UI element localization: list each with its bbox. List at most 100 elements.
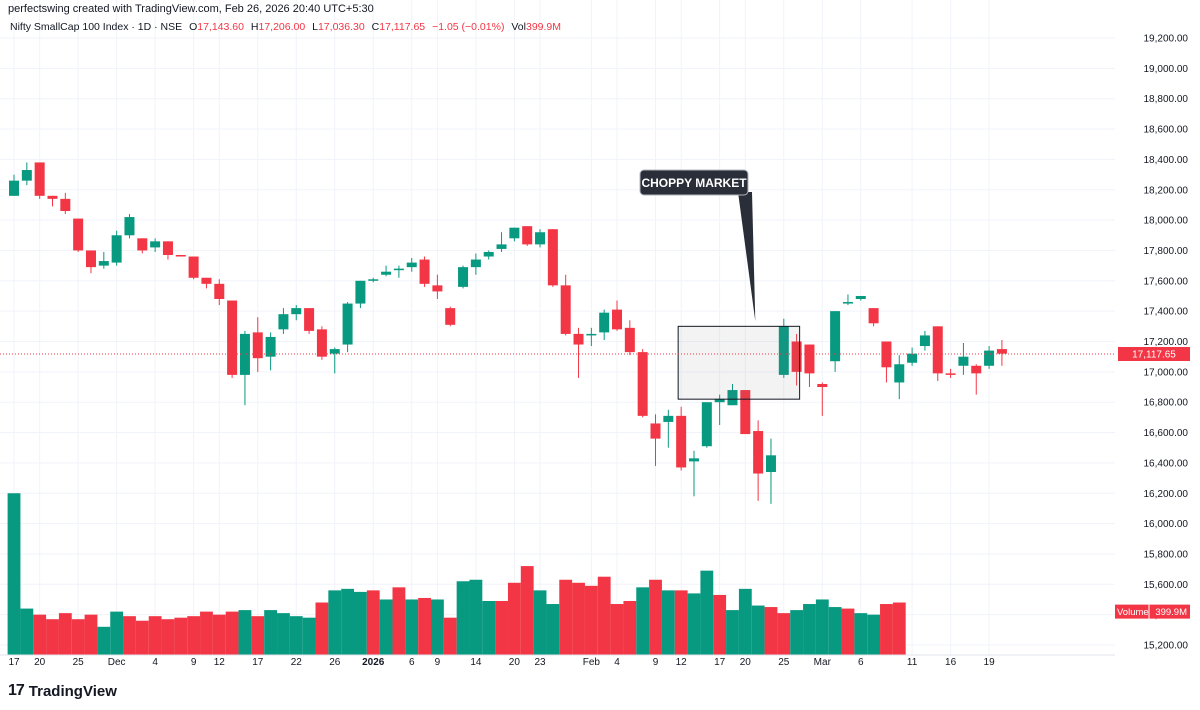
open-label: O [189, 21, 198, 33]
time-tick-label: Mar [814, 657, 832, 668]
price-tick-label: 16,400.00 [1144, 458, 1189, 469]
time-tick-label: 20 [509, 657, 521, 668]
volume-bar [841, 608, 855, 655]
time-tick-label: 20 [34, 657, 46, 668]
candle [73, 218, 84, 252]
symbol-title: Nifty SmallCap 100 Index · 1D · NSE [10, 21, 183, 33]
volume-bar [277, 613, 290, 655]
candle [470, 253, 481, 275]
time-tick-label: 25 [73, 657, 85, 668]
choppy-market-annotation[interactable]: CHOPPY MARKET [639, 169, 801, 400]
time-tick-label: Feb [583, 657, 601, 668]
candle [98, 251, 109, 269]
price-axis[interactable]: 19,200.00 19,000.00 18,800.00 18,600.00 18,4… [1115, 34, 1190, 652]
candle [958, 343, 969, 375]
volume-bar [174, 617, 188, 655]
close-label: C [371, 21, 380, 33]
time-tick-label: 17 [714, 657, 726, 668]
time-tick-label: Dec [108, 657, 126, 668]
tradingview-logo-text: TradingView [28, 682, 117, 700]
volume-bar [251, 616, 265, 655]
candle [573, 327, 584, 378]
volume-bar [892, 602, 906, 655]
volume-bar [379, 599, 393, 655]
candle [175, 255, 186, 257]
time-tick-label: 6 [858, 657, 864, 668]
price-tick-label: 17,600.00 [1144, 276, 1189, 287]
time-tick-label: 9 [435, 657, 441, 668]
price-tick-label: 18,400.00 [1144, 155, 1189, 166]
candle [624, 320, 635, 356]
volume-bar [71, 619, 85, 655]
volume-bar [764, 607, 778, 655]
candle [47, 195, 58, 207]
volume-bar [20, 608, 34, 655]
volume-bar [418, 597, 431, 655]
tradingview-logo[interactable]: 17 TradingView [8, 682, 117, 700]
volume-bar [751, 605, 765, 655]
candle [483, 250, 494, 260]
choppy-range-box[interactable] [677, 325, 801, 400]
candle [406, 258, 417, 272]
volume-bar [803, 604, 816, 655]
high-value: 17,206.00 [258, 21, 306, 33]
time-tick-label: 12 [214, 657, 226, 668]
volume-bar [546, 604, 560, 655]
price-tick-label: 17,200.00 [1144, 337, 1189, 348]
price-tick-label: 15,600.00 [1144, 580, 1189, 591]
volume-bar [123, 616, 136, 655]
price-tick-label: 16,000.00 [1144, 519, 1189, 530]
candle [663, 409, 674, 448]
volume-bar [187, 616, 201, 655]
candle [765, 438, 776, 504]
low-value: 17,036.30 [317, 21, 365, 33]
candle [316, 326, 327, 360]
candle [714, 394, 725, 425]
volume-bar [200, 611, 213, 655]
candle [34, 162, 45, 199]
volume-bar [867, 614, 881, 655]
volume-bar [687, 593, 701, 655]
time-tick-label: 17 [252, 657, 264, 668]
candle [535, 229, 546, 248]
volume-legend-value: 399.9M [525, 21, 562, 33]
candle [919, 330, 930, 351]
candle [971, 364, 982, 395]
volume-bar [148, 616, 162, 655]
high-label: H [250, 21, 259, 33]
volume-bar [33, 614, 47, 655]
time-tick-label: 6 [409, 657, 415, 668]
price-tick-label: 15,800.00 [1144, 549, 1189, 560]
volume-bar [790, 610, 804, 655]
price-tick-label: 18,000.00 [1144, 216, 1189, 227]
candle [599, 309, 610, 340]
price-tick-label: 17,000.00 [1144, 367, 1189, 378]
time-tick-label: 12 [676, 657, 688, 668]
candle [612, 300, 623, 331]
candle [778, 318, 789, 378]
time-axis[interactable]: 17 20 25 Dec 4 9 12 17 22 26 2026 6 9 14 20 23 Feb 4 9 12 17… [0, 654, 1115, 668]
candle [560, 274, 571, 336]
callout-box[interactable] [639, 169, 749, 196]
price-tick-label: 17,800.00 [1144, 246, 1189, 257]
volume-bar [726, 610, 739, 655]
volume-badge [1115, 604, 1190, 619]
candle [445, 306, 456, 327]
candle [419, 256, 430, 287]
candle [496, 232, 507, 252]
candle [124, 214, 135, 239]
candle [701, 402, 712, 448]
candle [9, 174, 19, 196]
price-tick-label: 16,600.00 [1144, 428, 1189, 439]
volume-bar [315, 602, 329, 655]
candle [868, 308, 879, 327]
volume-bar [495, 600, 508, 655]
volume-badge-label: Volume [1117, 607, 1149, 618]
volume-bar [610, 604, 624, 655]
candle [111, 230, 122, 266]
price-tick-label: 18,600.00 [1144, 125, 1189, 136]
candle [137, 238, 148, 254]
volume-bar [58, 613, 72, 655]
close-value: 17,117.65 [379, 21, 426, 33]
